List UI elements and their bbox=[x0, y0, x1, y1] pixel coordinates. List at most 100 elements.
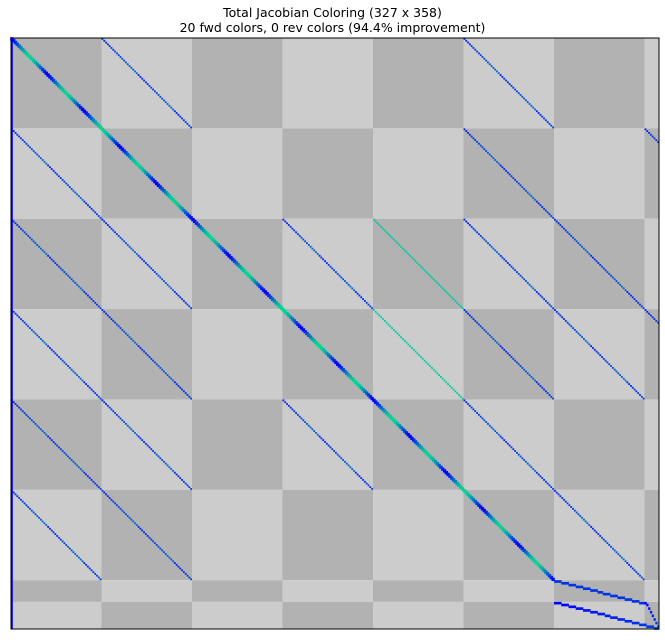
band-cell bbox=[604, 269, 607, 272]
band-cell bbox=[117, 415, 120, 418]
band-cell bbox=[29, 327, 31, 329]
band-cell bbox=[16, 314, 19, 317]
band-cell bbox=[354, 471, 357, 474]
band-cell bbox=[83, 291, 86, 293]
band-cell bbox=[61, 359, 64, 362]
band-cell bbox=[14, 222, 17, 225]
band-cell bbox=[126, 63, 129, 66]
band-cell bbox=[125, 513, 127, 516]
band-cell bbox=[619, 283, 621, 286]
diag-cell bbox=[348, 375, 353, 379]
band-cell bbox=[345, 281, 348, 284]
band-cell bbox=[653, 318, 656, 320]
diag-cell bbox=[433, 460, 438, 464]
band-cell bbox=[36, 424, 39, 427]
diag-cell bbox=[93, 120, 97, 124]
diag-cell bbox=[384, 411, 389, 415]
diag-cell bbox=[135, 161, 139, 166]
band-cell bbox=[438, 283, 440, 286]
band-cell bbox=[157, 274, 160, 277]
band-cell bbox=[485, 240, 488, 243]
band-cell bbox=[92, 390, 95, 393]
band-cell bbox=[168, 556, 171, 559]
band-cell bbox=[92, 480, 95, 483]
tail-cell bbox=[554, 601, 557, 605]
band-cell bbox=[534, 289, 536, 292]
block-r4-c2 bbox=[192, 399, 283, 490]
band-cell bbox=[45, 162, 48, 165]
band-cell bbox=[27, 325, 30, 328]
band-cell bbox=[472, 47, 475, 49]
band-cell bbox=[52, 350, 55, 353]
band-cell bbox=[557, 312, 560, 315]
diag-cell bbox=[73, 100, 77, 104]
band-cell bbox=[331, 448, 334, 451]
band-cell bbox=[88, 296, 91, 299]
band-cell bbox=[16, 224, 19, 226]
diag-cell bbox=[527, 554, 532, 558]
band-cell bbox=[168, 104, 171, 107]
diag-cell bbox=[167, 194, 172, 198]
band-cell bbox=[599, 354, 602, 357]
band-cell bbox=[597, 262, 600, 264]
diag-cell bbox=[183, 210, 188, 215]
tail-cell bbox=[582, 587, 586, 591]
band-cell bbox=[555, 220, 558, 223]
band-cell bbox=[125, 422, 127, 425]
band-cell bbox=[418, 263, 421, 266]
band-cell bbox=[626, 381, 629, 384]
diag-cell bbox=[256, 282, 260, 287]
band-cell bbox=[481, 56, 484, 58]
band-cell bbox=[101, 399, 104, 402]
band-cell bbox=[184, 121, 187, 123]
band-cell bbox=[420, 265, 422, 268]
diag-cell bbox=[218, 245, 222, 249]
band-cell bbox=[70, 368, 73, 371]
band-cell bbox=[77, 556, 80, 559]
diag-cell bbox=[535, 561, 539, 565]
band-cell bbox=[96, 484, 98, 487]
tail-cell bbox=[584, 587, 587, 591]
tail-cell bbox=[568, 605, 571, 609]
band-cell bbox=[597, 352, 600, 355]
band-cell bbox=[573, 238, 576, 241]
band-cell bbox=[391, 236, 393, 239]
band-cell bbox=[130, 428, 133, 431]
band-cell bbox=[449, 385, 451, 387]
band-cell bbox=[41, 249, 44, 252]
band-cell bbox=[525, 460, 527, 463]
band-cell bbox=[490, 426, 493, 429]
band-cell bbox=[552, 397, 555, 400]
band-cell bbox=[291, 227, 294, 230]
band-cell bbox=[155, 272, 158, 275]
band-cell bbox=[67, 545, 69, 548]
band-cell bbox=[611, 547, 614, 550]
tail-cell bbox=[610, 616, 613, 619]
band-cell bbox=[608, 272, 611, 275]
band-cell bbox=[87, 294, 89, 297]
band-cell bbox=[608, 544, 611, 546]
band-cell bbox=[595, 350, 598, 353]
band-cell bbox=[447, 383, 450, 386]
band-cell bbox=[499, 74, 502, 76]
diag-cell bbox=[326, 353, 331, 357]
diag-cell bbox=[529, 555, 534, 560]
band-cell bbox=[77, 285, 80, 288]
band-cell bbox=[20, 318, 22, 320]
band-cell bbox=[463, 399, 466, 402]
band-cell bbox=[30, 509, 33, 512]
band-cell bbox=[492, 338, 495, 340]
band-cell bbox=[49, 166, 51, 169]
diag-cell bbox=[303, 329, 307, 334]
band-cell bbox=[378, 224, 381, 226]
band-cell bbox=[150, 86, 153, 89]
band-cell bbox=[128, 426, 131, 429]
diag-cell bbox=[332, 358, 336, 363]
diag-cell bbox=[285, 311, 289, 316]
band-cell bbox=[499, 435, 502, 438]
band-cell bbox=[351, 287, 354, 290]
diag-cell bbox=[551, 577, 555, 582]
band-cell bbox=[295, 231, 297, 234]
band-cell bbox=[485, 150, 488, 152]
band-cell bbox=[394, 330, 397, 333]
